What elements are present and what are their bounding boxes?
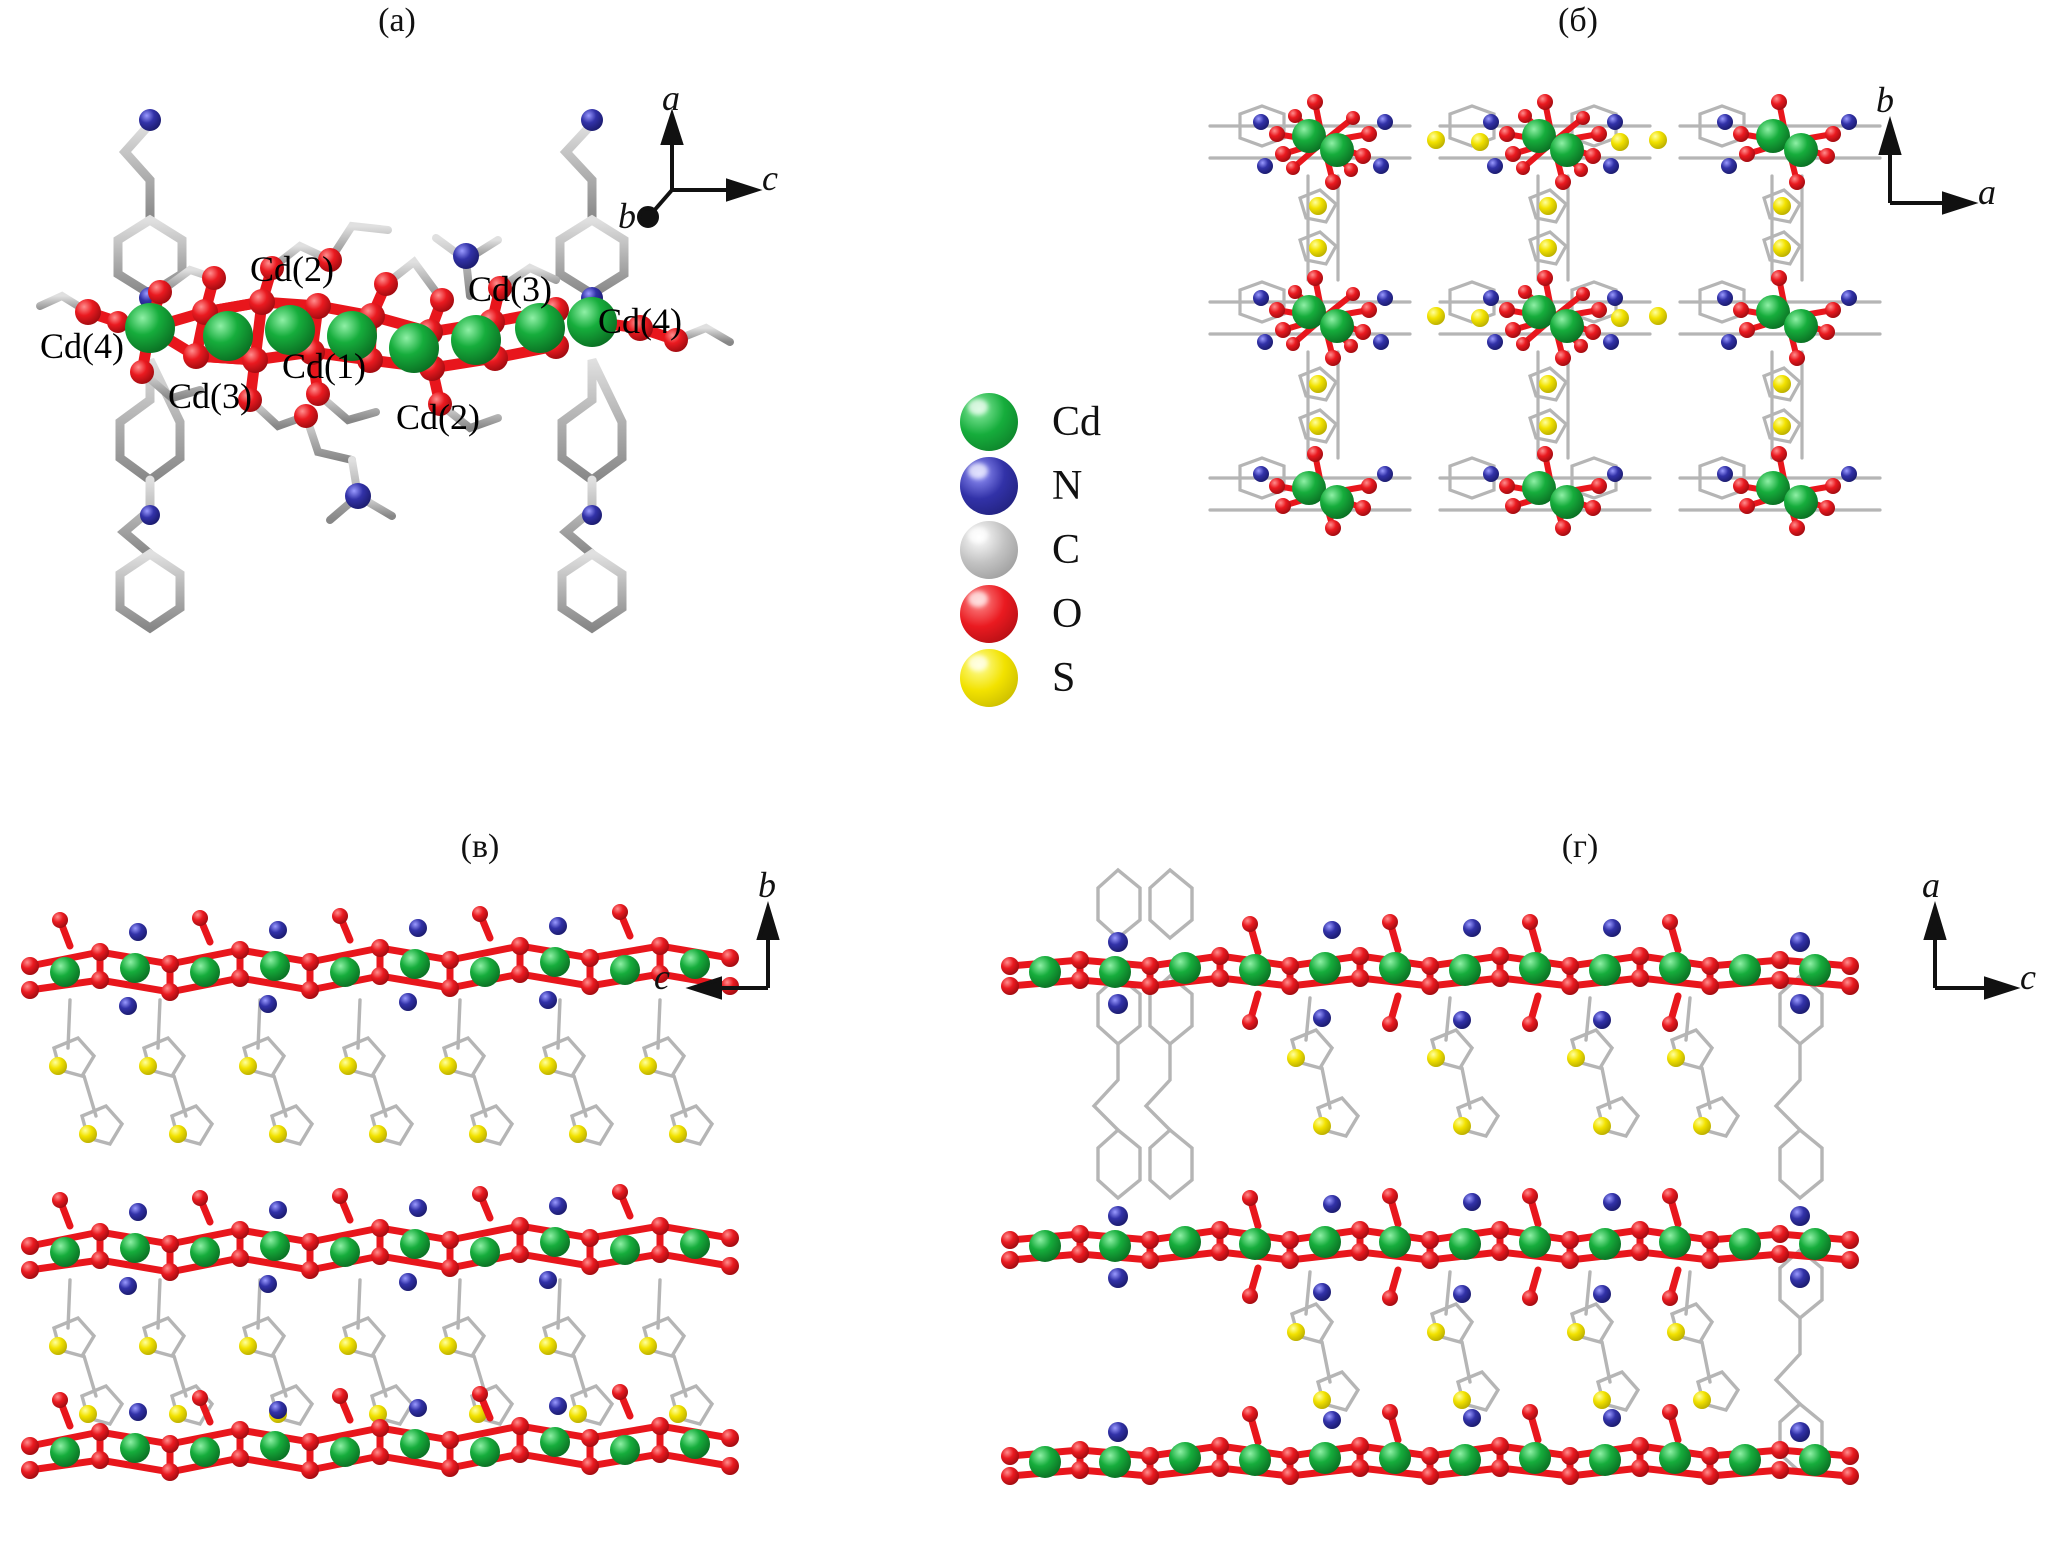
c-sphere-icon bbox=[960, 521, 1018, 579]
panel-label-v: (в) bbox=[460, 828, 500, 865]
cd-sphere-icon bbox=[960, 393, 1018, 451]
panel-a-structure bbox=[0, 60, 950, 634]
legend-label-s: S bbox=[1052, 655, 1076, 701]
legend-item-cd: Cd bbox=[960, 390, 1220, 454]
panel-a-ligand-left-bottom bbox=[115, 358, 185, 634]
atom-n bbox=[453, 243, 479, 269]
panel-v-structure bbox=[10, 880, 870, 1550]
legend-label-c: C bbox=[1052, 527, 1081, 573]
axis-label-a: a bbox=[662, 78, 680, 118]
legend-item-n: N bbox=[960, 454, 1220, 518]
n-sphere-icon bbox=[960, 457, 1018, 515]
legend-label-cd: Cd bbox=[1052, 399, 1102, 445]
axis-label-a: a bbox=[1922, 865, 1940, 905]
axis-triad-g: a c bbox=[1890, 865, 2067, 1020]
atom-n bbox=[140, 505, 160, 525]
panel-b-structure bbox=[1180, 80, 1920, 580]
panel-a-cd-atoms bbox=[125, 297, 617, 373]
atom-color-legend: Cd N C O S bbox=[960, 390, 1220, 710]
panel-a-ligand-right-top bbox=[555, 119, 629, 300]
axis-triad-v: b c bbox=[640, 865, 840, 1020]
panel-label-b: (б) bbox=[1558, 2, 1598, 39]
panel-v-sulfur-atoms bbox=[49, 1057, 687, 1423]
axis-label-b: b bbox=[1876, 80, 1894, 120]
s-sphere-icon bbox=[960, 649, 1018, 707]
panel-g-structure bbox=[1001, 867, 1880, 1560]
atom-label-cd2-left: Cd(2) bbox=[250, 249, 334, 289]
panel-g-chain-middle bbox=[1001, 1188, 1859, 1306]
axis-label-c: c bbox=[654, 957, 670, 997]
axis-triad-b: b a bbox=[1860, 80, 2050, 235]
atom-label-cd2-right: Cd(2) bbox=[396, 397, 480, 437]
panel-a-ligand-left-top bbox=[113, 119, 187, 300]
panel-v-chain-bottom bbox=[21, 1384, 739, 1481]
panel-g-sulfur-atoms bbox=[1287, 1049, 1711, 1409]
axis-label-b: b bbox=[758, 865, 776, 905]
axis-label-c: c bbox=[762, 158, 778, 198]
panel-a-ligand-right-bottom bbox=[557, 358, 627, 634]
atom-label-cd4-left: Cd(4) bbox=[40, 326, 124, 366]
legend-item-s: S bbox=[960, 646, 1220, 710]
o-sphere-icon bbox=[960, 585, 1018, 643]
legend-label-n: N bbox=[1052, 463, 1083, 509]
panel-v-chain-top bbox=[21, 904, 739, 1015]
panel-g-chain-top bbox=[1001, 914, 1859, 1032]
panel-v-chain-middle bbox=[21, 1184, 739, 1295]
panel-b-sulfur-atoms bbox=[1309, 131, 1791, 435]
panel-label-a: (a) bbox=[378, 2, 416, 39]
atom-label-cd1: Cd(1) bbox=[282, 346, 366, 386]
axis-label-c: c bbox=[2020, 957, 2036, 997]
axis-triad-a: a c b bbox=[618, 78, 810, 236]
panel-g-chain-bottom bbox=[1001, 1404, 1859, 1485]
axis-label-a: a bbox=[1978, 172, 1996, 212]
panel-b-metal-nodes bbox=[1253, 94, 1857, 536]
atom-n bbox=[582, 505, 602, 525]
atom-n bbox=[581, 109, 603, 131]
axis-label-b: b bbox=[618, 196, 636, 236]
legend-item-c: C bbox=[960, 518, 1220, 582]
legend-label-o: O bbox=[1052, 591, 1083, 637]
atom-label-cd4-right: Cd(4) bbox=[598, 301, 682, 341]
atom-n bbox=[139, 109, 161, 131]
panel-label-g: (г) bbox=[1561, 828, 1599, 865]
atom-label-cd3-right: Cd(3) bbox=[468, 269, 552, 309]
atom-label-cd3-left: Cd(3) bbox=[168, 376, 252, 416]
legend-item-o: O bbox=[960, 582, 1220, 646]
atom-n bbox=[345, 483, 371, 509]
